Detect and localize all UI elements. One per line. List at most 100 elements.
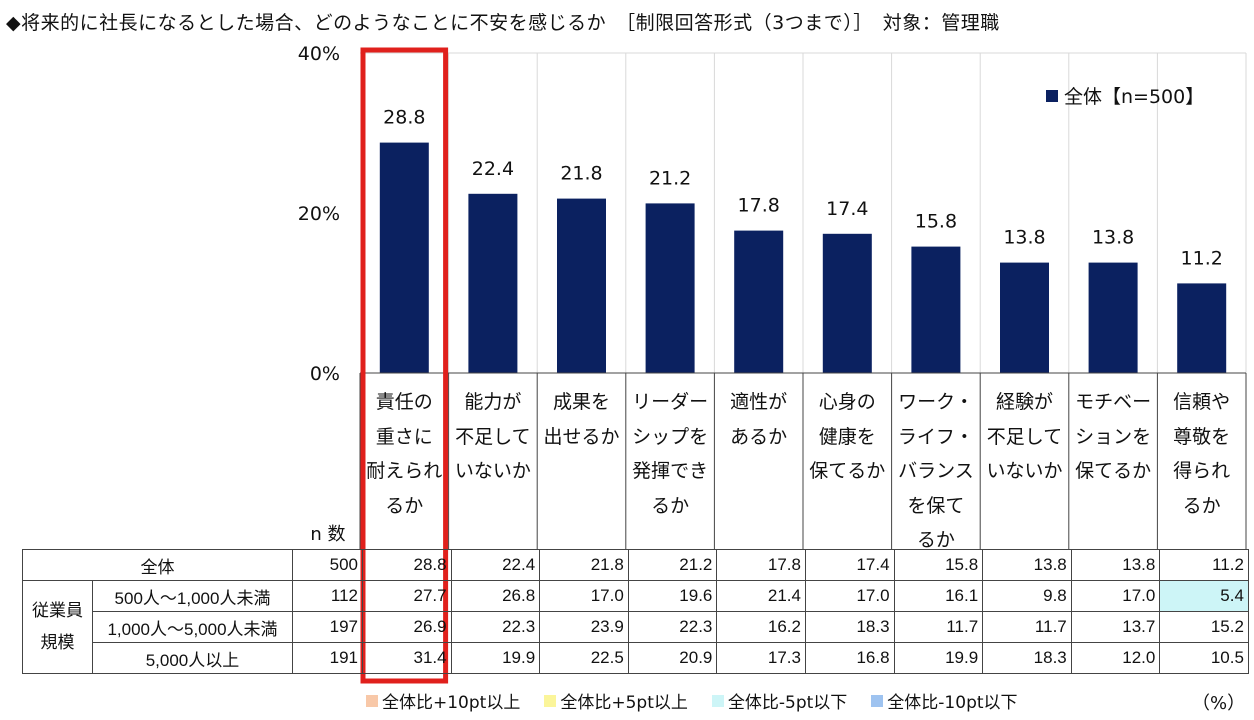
table-cell: 11.7 bbox=[982, 611, 1072, 643]
table-cell: 27.7 bbox=[362, 580, 452, 612]
highlight-legend: 全体比+10pt以上 全体比+5pt以上 全体比-5pt以下 全体比-10pt以下 bbox=[366, 688, 1018, 713]
bar-value-label: 21.2 bbox=[649, 167, 691, 189]
table-row: 5,000人以上 191 31.4 19.9 22.5 20.9 17.3 16.8 19.9 1… bbox=[23, 642, 1249, 674]
category-label: モチベー ションを 保てるか bbox=[1075, 391, 1152, 482]
table-cell: 13.8 bbox=[1070, 549, 1161, 581]
bar bbox=[911, 246, 961, 373]
bar-value-label: 17.4 bbox=[826, 198, 868, 220]
category-label: 適性が あるか bbox=[730, 391, 788, 448]
legend-swatch bbox=[366, 694, 378, 707]
bar bbox=[1088, 262, 1138, 373]
y-tick-label: 20% bbox=[298, 203, 340, 225]
legend-label: 全体【n=500】 bbox=[1064, 86, 1205, 108]
table-cell: 16.1 bbox=[893, 580, 984, 612]
table-cell: 22.4 bbox=[450, 549, 541, 581]
bar bbox=[822, 233, 872, 373]
bar bbox=[734, 230, 784, 373]
highlight-legend-item: 全体比-5pt以下 bbox=[711, 688, 848, 713]
bar bbox=[1177, 283, 1227, 373]
table-cell: 22.5 bbox=[539, 642, 629, 674]
legend-swatch bbox=[871, 694, 884, 707]
bar-value-label: 11.2 bbox=[1181, 247, 1223, 269]
table-cell: 15.2 bbox=[1159, 611, 1249, 643]
category-label: リーダー シップを 発揮でき るか bbox=[632, 391, 709, 517]
table-cell: 13.7 bbox=[1070, 611, 1161, 643]
legend-swatch bbox=[711, 694, 724, 707]
table-cell: 19.6 bbox=[627, 580, 718, 612]
bar-value-label: 13.8 bbox=[1003, 227, 1045, 249]
table-cell: 21.2 bbox=[627, 549, 718, 581]
table-cell: 19.9 bbox=[450, 642, 541, 674]
table-cell: 17.8 bbox=[716, 549, 806, 581]
row-label: 500人～1,000人未満 bbox=[92, 580, 293, 612]
table-row: 従業員 規模 500人～1,000人未満 112 27.7 26.8 17.0 19.6 21… bbox=[22, 580, 1249, 674]
legend-swatch bbox=[1046, 89, 1058, 102]
table-cell: 16.8 bbox=[804, 642, 895, 674]
bar bbox=[1000, 262, 1049, 373]
table-cell: 18.3 bbox=[982, 642, 1072, 674]
bar bbox=[645, 203, 695, 373]
highlight-box bbox=[360, 47, 449, 684]
table-row: 全体 500 28.8 22.4 21.8 21.2 17.8 17.4 15.8 13.8 13.… bbox=[22, 549, 1249, 581]
table-cell: 17.4 bbox=[804, 549, 895, 581]
table-cell: 26.8 bbox=[450, 580, 541, 612]
bar-value-label: 13.8 bbox=[1092, 227, 1134, 249]
bar-value-label: 17.8 bbox=[738, 195, 780, 217]
bar bbox=[557, 198, 606, 373]
highlight-legend-item: 全体比+10pt以上 bbox=[366, 688, 520, 713]
category-label: 成果を 出せるか bbox=[543, 391, 620, 448]
highlight-legend-item: 全体比+5pt以上 bbox=[544, 688, 688, 713]
table-cell: 18.3 bbox=[804, 611, 895, 643]
table-cell: 22.3 bbox=[627, 611, 718, 643]
table-cell: 15.8 bbox=[893, 549, 984, 581]
legend-text: 全体比+10pt以上 bbox=[382, 693, 521, 713]
table-cell: 21.8 bbox=[539, 549, 629, 581]
table-cell: 19.9 bbox=[893, 642, 984, 674]
n-count-header: n 数 bbox=[310, 524, 346, 545]
table-cell: 23.9 bbox=[539, 611, 629, 643]
table-cell: 5.4 bbox=[1159, 580, 1249, 612]
highlight-legend-item: 全体比-10pt以下 bbox=[871, 688, 1018, 713]
table-cell: 17.0 bbox=[1070, 580, 1161, 612]
table-cell: 17.3 bbox=[716, 642, 806, 674]
n-count-cell: 191 bbox=[292, 642, 363, 674]
chart-title: ◆将来的に社長になるとした場合、どのようなことに不安を感じるか ［制限回答形式（… bbox=[6, 12, 1000, 34]
table-cell: 13.8 bbox=[982, 549, 1072, 581]
row-label: 1,000人～5,000人未満 bbox=[92, 611, 293, 643]
n-count-cell: 500 bbox=[292, 549, 363, 581]
category-label: 能力が 不足して いないか bbox=[454, 391, 531, 482]
legend-swatch bbox=[544, 694, 557, 707]
category-label: ワーク・ ライフ・ バランス を保て るか bbox=[897, 391, 974, 551]
legend-text: 全体比+5pt以上 bbox=[560, 693, 688, 713]
table-cell: 21.4 bbox=[716, 580, 806, 612]
y-tick-label: 0% bbox=[310, 363, 340, 385]
group-label: 従業員 規模 bbox=[22, 580, 93, 674]
bar-value-label: 22.4 bbox=[472, 158, 514, 180]
table-cell: 17.0 bbox=[539, 580, 629, 612]
table-cell: 10.5 bbox=[1159, 642, 1249, 674]
data-table: 全体 500 28.8 22.4 21.8 21.2 17.8 17.4 15.8 13.8 13.… bbox=[22, 549, 1249, 674]
category-label: 心身の 健康を 保てるか bbox=[809, 391, 886, 482]
category-label: 信頼や 尊敬を 得られ るか bbox=[1173, 391, 1231, 517]
y-tick-label: 40% bbox=[298, 43, 340, 65]
table-cell: 20.9 bbox=[627, 642, 718, 674]
table-cell: 28.8 bbox=[362, 549, 452, 581]
category-label: 責任の 重さに 耐えられ るか bbox=[366, 391, 443, 517]
legend-text: 全体比-10pt以下 bbox=[887, 693, 1018, 713]
table-cell: 16.2 bbox=[716, 611, 806, 643]
table-cell: 9.8 bbox=[982, 580, 1072, 612]
row-label: 5,000人以上 bbox=[92, 642, 293, 674]
table-cell: 22.3 bbox=[450, 611, 541, 643]
bar bbox=[379, 142, 429, 373]
table-cell: 26.9 bbox=[362, 611, 452, 643]
table-cell: 12.0 bbox=[1070, 642, 1161, 674]
legend-text: 全体比-5pt以下 bbox=[727, 693, 848, 713]
unit-label: （%） bbox=[1192, 693, 1246, 714]
table-row: 1,000人～5,000人未満 197 26.9 22.3 23.9 22.3 16.2 18… bbox=[23, 611, 1249, 643]
table-cell: 17.0 bbox=[804, 580, 895, 612]
n-count-cell: 112 bbox=[292, 580, 363, 612]
bar bbox=[468, 193, 518, 373]
table-cell: 31.4 bbox=[362, 642, 452, 674]
bar-value-label: 21.8 bbox=[560, 163, 602, 185]
